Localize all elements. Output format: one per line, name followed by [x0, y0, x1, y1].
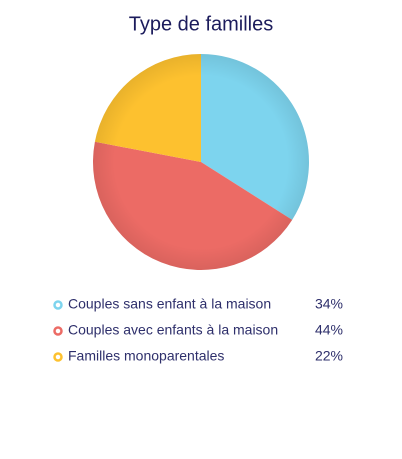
legend-marker [53, 352, 63, 362]
legend-label: Couples avec enfants à la maison [68, 322, 278, 338]
legend-value: 34% [315, 296, 343, 312]
legend-value: 44% [315, 322, 343, 338]
legend-value: 22% [315, 348, 343, 364]
chart-title: Type de familles [129, 13, 274, 35]
legend-marker [53, 300, 63, 310]
legend-marker [53, 326, 63, 336]
legend-label: Couples sans enfant à la maison [68, 296, 271, 312]
legend-label: Familles monoparentales [68, 348, 224, 364]
